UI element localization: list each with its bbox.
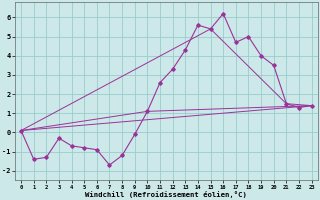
X-axis label: Windchill (Refroidissement éolien,°C): Windchill (Refroidissement éolien,°C) <box>85 191 247 198</box>
